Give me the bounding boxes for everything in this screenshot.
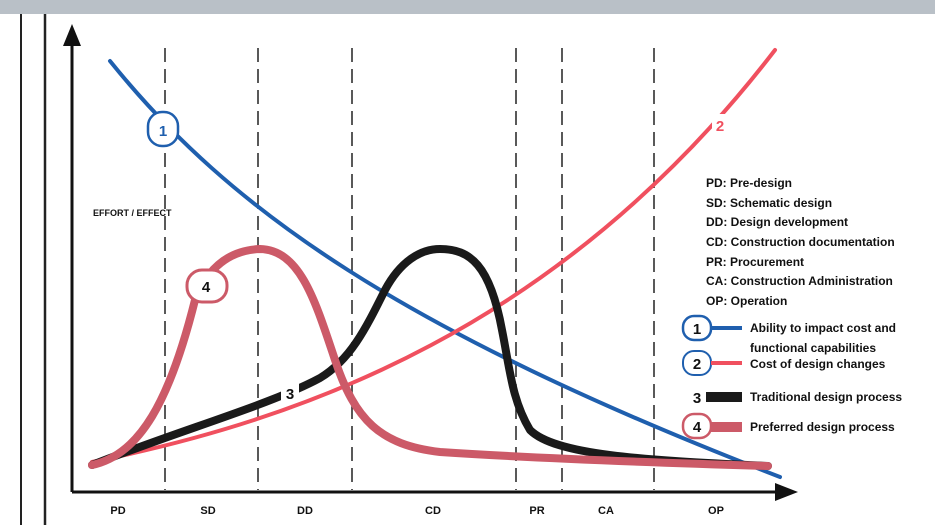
marker-ring-1 (146, 110, 180, 148)
x-axis-arrow (775, 483, 798, 501)
marker-ring-4 (185, 268, 229, 304)
curve-marker-1: 1 (146, 110, 180, 148)
phase-definitions: PD: Pre-design SD: Schematic design DD: … (706, 176, 895, 308)
legend-item-3: 3 Traditional design process (693, 390, 903, 407)
definition-ca: CA: Construction Administration (706, 274, 893, 288)
legend-label-4: Preferred design process (750, 420, 895, 434)
legend-item-1: 1 Ability to impact cost and functional … (681, 314, 896, 355)
marker-text-1: 1 (159, 123, 167, 140)
y-axis-arrow (63, 24, 81, 46)
curve-preferred-design-process (88, 245, 772, 470)
legend-marker-text-2: 2 (693, 356, 701, 373)
legend-marker-text-1: 1 (693, 321, 701, 338)
phase-labels: PD SD DD CD PR CA OP (110, 505, 724, 517)
top-strip (0, 0, 935, 14)
legend-item-2: 2 Cost of design changes (682, 350, 886, 376)
legend-item-4: 4 Preferred design process (681, 412, 895, 440)
legend-label-3: Traditional design process (750, 390, 902, 404)
legend-swatch-4 (711, 422, 742, 432)
curve-marker-2: 2 (712, 114, 728, 135)
definition-cd: CD: Construction documentation (706, 235, 895, 249)
marker-text-2: 2 (716, 118, 724, 135)
legend-label-1a: Ability to impact cost and (750, 321, 896, 335)
legend-label-2: Cost of design changes (750, 357, 886, 371)
y-axis-label: EFFORT / EFFECT (93, 208, 172, 218)
legend-swatch-3 (706, 392, 742, 402)
definition-pr: PR: Procurement (706, 255, 804, 269)
legend: 1 Ability to impact cost and functional … (681, 314, 903, 440)
legend-marker-text-4: 4 (693, 419, 702, 436)
marker-text-3: 3 (286, 386, 294, 403)
phase-label-dd: DD (297, 505, 313, 517)
phase-label-op: OP (708, 505, 724, 517)
curve-marker-4: 4 (185, 268, 229, 304)
marker-bg-2 (712, 114, 728, 134)
marker-text-4: 4 (202, 279, 211, 296)
phase-label-pr: PR (529, 505, 544, 517)
phase-label-pd: PD (110, 505, 125, 517)
phase-label-ca: CA (598, 505, 614, 517)
definition-op: OP: Operation (706, 294, 787, 308)
legend-marker-text-3: 3 (693, 390, 701, 407)
curve-marker-3: 3 (281, 382, 299, 403)
definition-dd: DD: Design development (706, 215, 848, 229)
phase-label-sd: SD (200, 505, 215, 517)
curve-cost-of-design-changes (90, 48, 777, 464)
definition-sd: SD: Schematic design (706, 196, 832, 210)
legend-label-1b: functional capabilities (750, 341, 876, 355)
marker-bg-3 (281, 382, 299, 402)
phase-label-cd: CD (425, 505, 441, 517)
definition-pd: PD: Pre-design (706, 176, 792, 190)
